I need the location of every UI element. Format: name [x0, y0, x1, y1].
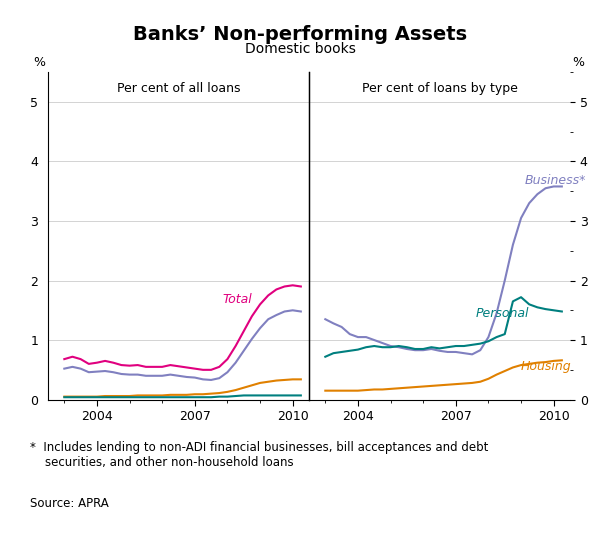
Text: %: % [572, 56, 584, 69]
Text: Banks’ Non-performing Assets: Banks’ Non-performing Assets [133, 25, 467, 44]
Text: Per cent of all loans: Per cent of all loans [117, 82, 240, 95]
Text: %: % [34, 56, 46, 69]
Text: Domestic books: Domestic books [245, 42, 355, 56]
Text: Personal: Personal [475, 307, 529, 320]
Text: Business*: Business* [524, 174, 586, 187]
Text: Total: Total [223, 293, 252, 306]
Text: Per cent of loans by type: Per cent of loans by type [362, 82, 517, 95]
Text: Housing: Housing [521, 360, 572, 373]
Text: Source: APRA: Source: APRA [30, 497, 109, 509]
Text: *  Includes lending to non-ADI financial businesses, bill acceptances and debt
 : * Includes lending to non-ADI financial … [30, 441, 488, 469]
